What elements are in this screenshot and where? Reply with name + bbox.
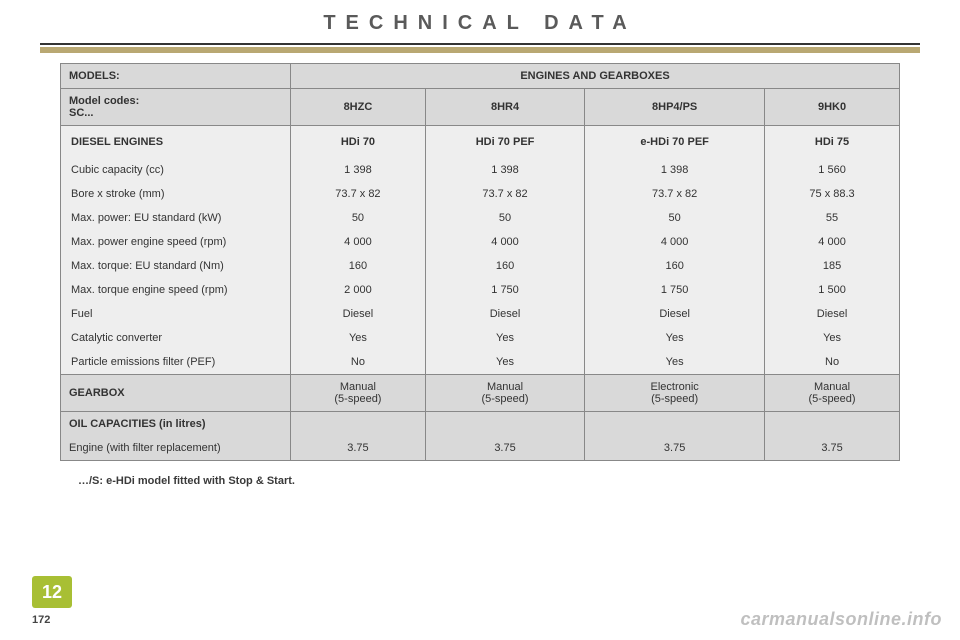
- model-codes-label: Model codes: SC...: [61, 89, 291, 126]
- spec-val: 50: [425, 206, 584, 230]
- spec-label: Cubic capacity (cc): [61, 158, 291, 182]
- oil-heading: OIL CAPACITIES (in litres): [61, 412, 291, 437]
- oil-val: 3.75: [291, 436, 426, 461]
- spec-label: Particle emissions filter (PEF): [61, 350, 291, 375]
- spec-val: 1 560: [765, 158, 900, 182]
- spec-val: 73.7 x 82: [291, 182, 426, 206]
- gearbox-val: Manual (5-speed): [765, 375, 900, 412]
- spec-val: 1 398: [585, 158, 765, 182]
- footnote: …/S: e-HDi model fitted with Stop & Star…: [60, 475, 900, 487]
- section-badge: 12: [32, 576, 72, 608]
- oil-val: 3.75: [425, 436, 584, 461]
- spec-val: Yes: [765, 326, 900, 350]
- diesel-h-1: HDi 70 PEF: [425, 126, 584, 159]
- gearbox-val: Manual (5-speed): [425, 375, 584, 412]
- spec-val: 1 398: [425, 158, 584, 182]
- spec-val: 1 750: [425, 278, 584, 302]
- spec-val: 73.7 x 82: [425, 182, 584, 206]
- spec-val: Yes: [425, 350, 584, 375]
- spec-val: Diesel: [765, 302, 900, 326]
- spec-val: Yes: [425, 326, 584, 350]
- horizontal-rule: [40, 43, 920, 45]
- spec-label: Max. power: EU standard (kW): [61, 206, 291, 230]
- engines-header: ENGINES AND GEARBOXES: [291, 64, 900, 89]
- spec-val: 4 000: [291, 230, 426, 254]
- spec-label: Bore x stroke (mm): [61, 182, 291, 206]
- code-3: 9HK0: [765, 89, 900, 126]
- spec-val: Yes: [585, 350, 765, 375]
- oil-label: Engine (with filter replacement): [61, 436, 291, 461]
- diesel-heading: DIESEL ENGINES: [61, 126, 291, 159]
- code-1: 8HR4: [425, 89, 584, 126]
- spec-val: 1 750: [585, 278, 765, 302]
- spec-val: Diesel: [425, 302, 584, 326]
- diesel-h-2: e-HDi 70 PEF: [585, 126, 765, 159]
- oil-val: 3.75: [765, 436, 900, 461]
- code-0: 8HZC: [291, 89, 426, 126]
- spec-val: 4 000: [765, 230, 900, 254]
- watermark: carmanualsonline.info: [740, 609, 942, 630]
- page-title: TECHNICAL DATA: [0, 0, 960, 43]
- spec-val: 50: [585, 206, 765, 230]
- page-number: 172: [32, 614, 50, 626]
- spec-val: No: [765, 350, 900, 375]
- spec-val: 185: [765, 254, 900, 278]
- spec-val: 2 000: [291, 278, 426, 302]
- spec-val: 160: [291, 254, 426, 278]
- spec-val: Diesel: [291, 302, 426, 326]
- spec-val: Diesel: [585, 302, 765, 326]
- gearbox-label: GEARBOX: [61, 375, 291, 412]
- diesel-h-3: HDi 75: [765, 126, 900, 159]
- models-header: MODELS:: [61, 64, 291, 89]
- spec-table: MODELS: ENGINES AND GEARBOXES Model code…: [60, 63, 900, 461]
- gearbox-val: Manual (5-speed): [291, 375, 426, 412]
- spec-label: Fuel: [61, 302, 291, 326]
- spec-val: 4 000: [585, 230, 765, 254]
- spec-label: Catalytic converter: [61, 326, 291, 350]
- spec-val: 1 398: [291, 158, 426, 182]
- spec-val: Yes: [585, 326, 765, 350]
- gearbox-val: Electronic (5-speed): [585, 375, 765, 412]
- spec-val: 75 x 88.3: [765, 182, 900, 206]
- spec-label: Max. torque: EU standard (Nm): [61, 254, 291, 278]
- spec-label: Max. power engine speed (rpm): [61, 230, 291, 254]
- spec-val: 50: [291, 206, 426, 230]
- code-2: 8HP4/PS: [585, 89, 765, 126]
- spec-val: 73.7 x 82: [585, 182, 765, 206]
- spec-val: Yes: [291, 326, 426, 350]
- spec-label: Max. torque engine speed (rpm): [61, 278, 291, 302]
- spec-val: 1 500: [765, 278, 900, 302]
- oil-val: 3.75: [585, 436, 765, 461]
- spec-val: 160: [425, 254, 584, 278]
- accent-bar: [40, 47, 920, 53]
- diesel-h-0: HDi 70: [291, 126, 426, 159]
- spec-val: 55: [765, 206, 900, 230]
- spec-val: No: [291, 350, 426, 375]
- spec-val: 160: [585, 254, 765, 278]
- spec-val: 4 000: [425, 230, 584, 254]
